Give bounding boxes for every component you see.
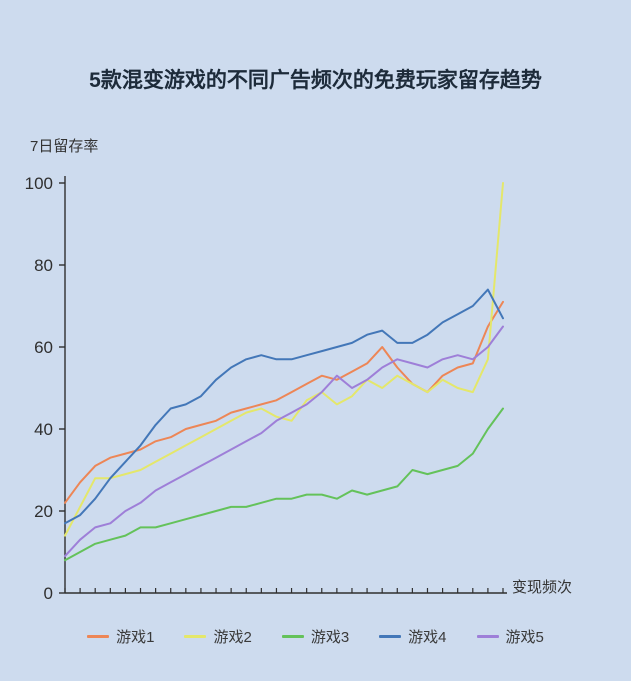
legend-item-5[interactable]: 游戏5 bbox=[476, 626, 544, 647]
legend-swatch bbox=[281, 635, 304, 638]
legend-swatch bbox=[184, 635, 207, 638]
legend-item-1[interactable]: 游戏1 bbox=[87, 626, 154, 647]
legend-item-3[interactable]: 游戏3 bbox=[281, 626, 350, 647]
y-tick-label: 100 bbox=[25, 174, 53, 193]
series-line-4 bbox=[64, 288, 504, 525]
legend-label: 游戏3 bbox=[310, 629, 350, 646]
legend-swatch bbox=[379, 635, 402, 638]
legend-item-4[interactable]: 游戏4 bbox=[379, 626, 447, 647]
y-tick-label: 0 bbox=[44, 584, 53, 603]
y-axis-title: 7日留存率 bbox=[30, 138, 99, 155]
legend-swatch bbox=[476, 635, 499, 638]
legend-swatch bbox=[87, 635, 110, 638]
legend-item-2[interactable]: 游戏2 bbox=[184, 626, 252, 647]
legend-label: 游戏4 bbox=[408, 629, 447, 646]
y-tick-label: 40 bbox=[34, 420, 53, 439]
y-tick-label: 60 bbox=[34, 338, 53, 357]
series-line-3 bbox=[64, 407, 504, 562]
y-tick-label: 80 bbox=[34, 256, 53, 275]
legend: 游戏1 游戏2 游戏3 游戏4 游戏5 bbox=[0, 626, 631, 647]
legend-label: 游戏1 bbox=[116, 629, 155, 646]
legend-label: 游戏5 bbox=[505, 629, 544, 646]
chart-title: 5款混变游戏的不同广告频次的免费玩家留存趋势 bbox=[89, 69, 542, 92]
x-axis-title: 变现频次 bbox=[512, 579, 573, 596]
series-line-5 bbox=[64, 325, 504, 558]
y-tick-label: 20 bbox=[34, 502, 53, 521]
legend-label: 游戏2 bbox=[213, 629, 252, 646]
series-line-2 bbox=[64, 182, 504, 537]
